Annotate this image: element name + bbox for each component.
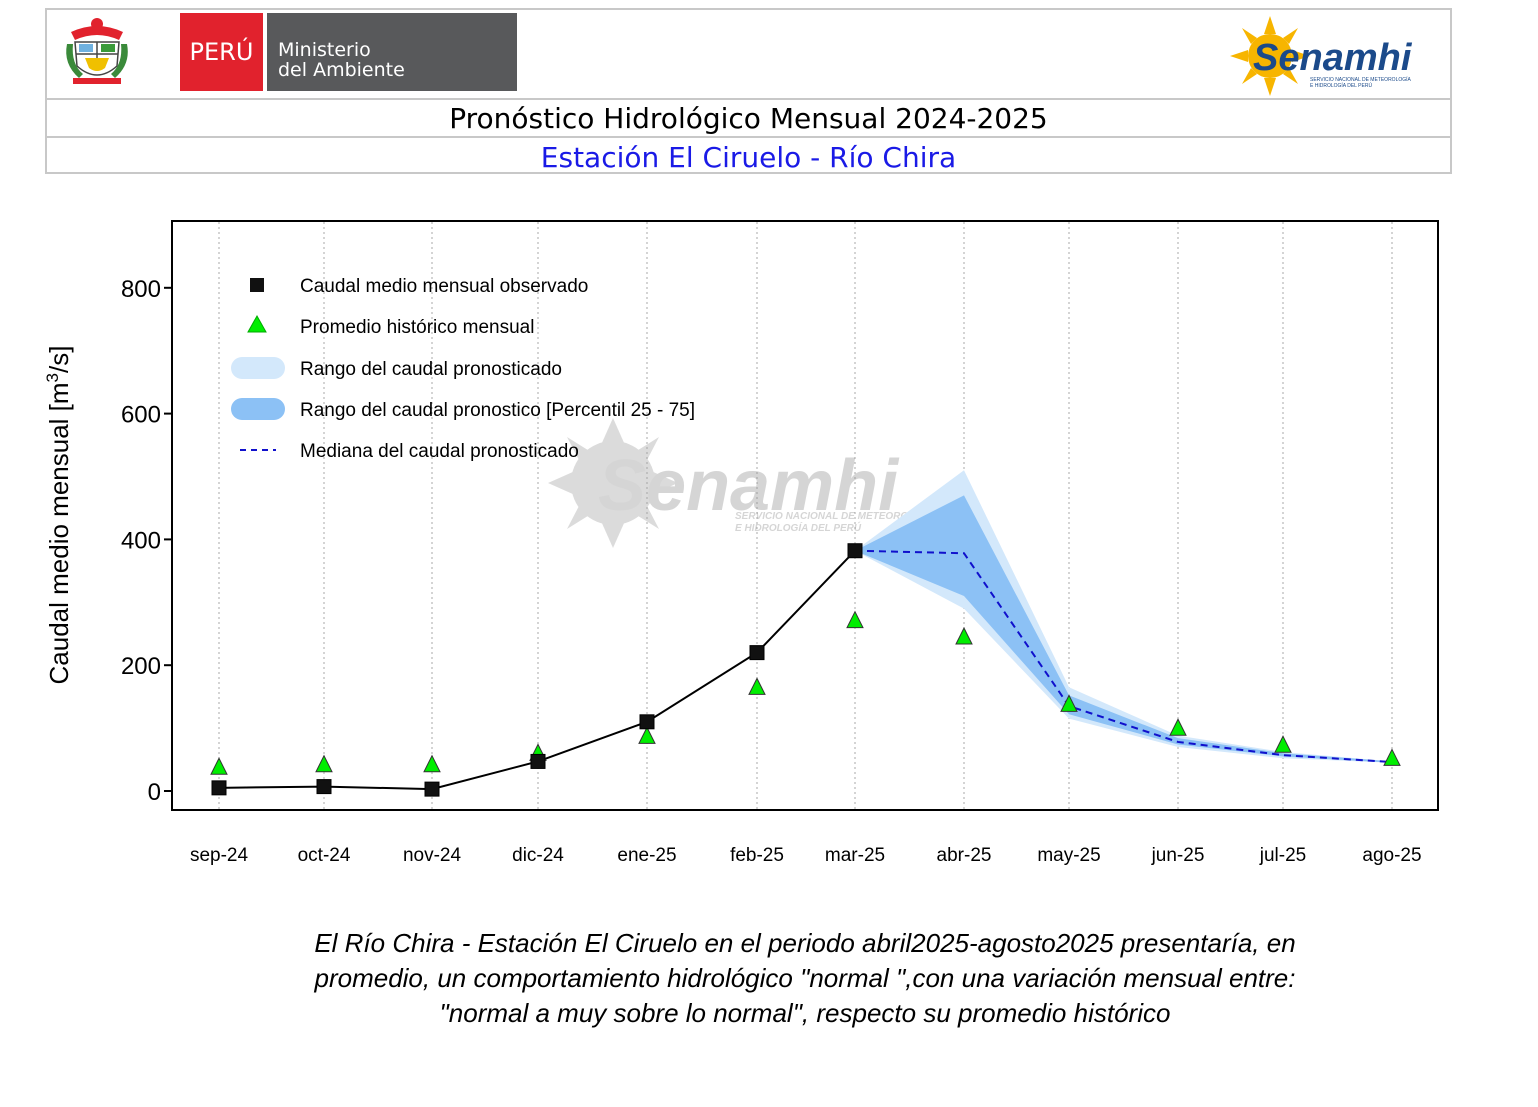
page-subtitle: Estación El Ciruelo - Río Chira xyxy=(540,141,957,174)
historical-point-oct-24 xyxy=(315,754,333,773)
y-axis-label-text: Caudal medio mensual [m xyxy=(44,382,74,684)
peru-label: PERÚ xyxy=(180,13,263,91)
y-tick-label-0: 0 xyxy=(148,779,161,806)
legend-historical-marker xyxy=(247,314,267,333)
historical-point-mar-25 xyxy=(846,610,864,629)
watermark-sun-icon xyxy=(548,418,678,548)
hydrograph-chart: Senamhi SERVICIO NACIONAL DE METEOROLOGÍ… xyxy=(43,220,1439,866)
observed-point-feb-25 xyxy=(749,645,765,661)
x-tick-label-ago-25: ago-25 xyxy=(1362,845,1421,866)
caption-line3: "normal a muy sobre lo normal", respecto… xyxy=(439,998,1171,1028)
header-divider-2 xyxy=(47,136,1450,138)
x-tick-label-ene-25: ene-25 xyxy=(617,845,676,866)
x-tick-label-nov-24: nov-24 xyxy=(403,845,462,866)
x-axis: sep-24 oct-24 nov-24 dic-24 ene-25 feb-25 mar-… xyxy=(190,845,1422,866)
legend-observed-marker xyxy=(250,278,264,292)
historical-point-jul-25 xyxy=(1274,735,1292,753)
y-tick-label-200: 200 xyxy=(121,653,161,680)
legend: Caudal medio mensual observado Promedio h… xyxy=(231,276,695,462)
historical-point-feb-25 xyxy=(748,677,766,695)
x-tick-label-jul-25: jul-25 xyxy=(1259,845,1306,866)
x-tick-label-mar-25: mar-25 xyxy=(825,845,885,866)
legend-label-2: Rango del caudal pronosticado xyxy=(300,359,562,380)
historical-point-jun-25 xyxy=(1169,718,1187,736)
y-tick-label-800: 800 xyxy=(121,276,161,303)
watermark-text: Senamhi xyxy=(598,446,900,526)
y-axis-label-superscript: 3 xyxy=(43,373,62,382)
legend-label-0: Caudal medio mensual observado xyxy=(300,276,588,297)
watermark-subtext2: E HIDROLOGÍA DEL PERÚ xyxy=(735,521,862,534)
historical-point-abr-25 xyxy=(955,626,973,645)
x-tick-label-sep-24: sep-24 xyxy=(190,845,249,866)
senamhi-logo-icon: Senamhi SERVICIO NACIONAL DE METEOROLOGÍ… xyxy=(1230,16,1413,96)
plot-frame xyxy=(171,220,1439,811)
x-tick-label-jun-25: jun-25 xyxy=(1151,845,1205,866)
y-tick-label-600: 600 xyxy=(121,402,161,429)
forecast-band-0 xyxy=(855,470,1392,763)
observed-point-mar-25 xyxy=(847,543,863,559)
y-axis: 0 200 400 600 800 xyxy=(121,276,172,806)
legend-label-4: Mediana del caudal pronosticado xyxy=(300,441,579,462)
x-tick-label-feb-25: feb-25 xyxy=(730,845,784,866)
x-tick-label-dic-24: dic-24 xyxy=(512,845,564,866)
page-title: Pronóstico Hidrológico Mensual 2024-2025 xyxy=(449,102,1048,135)
forecast-caption: El Río Chira - Estación El Ciruelo en el… xyxy=(180,926,1430,1031)
legend-percentile-swatch xyxy=(231,398,285,420)
observed-point-sep-24 xyxy=(211,780,227,796)
senamhi-logo-subtext2: E HIDROLOGÍA DEL PERÚ xyxy=(1310,82,1372,89)
peru-coat-of-arms-icon xyxy=(66,18,128,84)
caption-line1: El Río Chira - Estación El Ciruelo en el… xyxy=(314,928,1296,958)
senamhi-logo-text: Senamhi xyxy=(1253,37,1413,79)
historical-point-may-25 xyxy=(1060,694,1078,712)
header-box: PERÚ Ministerio del Ambiente Senamhi SER… xyxy=(45,8,1452,174)
x-tick-label-abr-25: abr-25 xyxy=(937,845,992,866)
observed-point-oct-24 xyxy=(316,779,332,795)
observed-point-nov-24 xyxy=(424,781,440,797)
header-divider-1 xyxy=(47,98,1450,100)
historical-point-sep-24 xyxy=(210,757,228,775)
y-tick-label-400: 400 xyxy=(121,527,161,554)
legend-label-1: Promedio histórico mensual xyxy=(300,317,534,338)
observed-point-dic-24 xyxy=(530,753,546,769)
senamhi-watermark: Senamhi SERVICIO NACIONAL DE METEOROLOGÍ… xyxy=(548,418,940,548)
ministry-line1: Ministerio xyxy=(278,39,371,61)
forecast-band-1 xyxy=(855,495,1392,763)
ministry-line2: del Ambiente xyxy=(278,59,405,81)
historical-point-ene-25 xyxy=(638,726,656,744)
senamhi-logo-subtext1: SERVICIO NACIONAL DE METEOROLOGÍA xyxy=(1310,76,1412,83)
median-forecast-line xyxy=(854,549,1393,764)
historical-point-ago-25 xyxy=(1383,748,1401,766)
watermark-subtext1: SERVICIO NACIONAL DE METEOROLOGÍA xyxy=(735,509,940,522)
y-axis-label: Caudal medio mensual [m3/s] xyxy=(43,346,74,685)
legend-range-swatch xyxy=(231,357,285,379)
observed-point-ene-25 xyxy=(639,714,655,730)
x-tick-label-oct-24: oct-24 xyxy=(298,845,351,866)
historical-point-nov-24 xyxy=(423,754,441,773)
ministry-label: Ministerio del Ambiente xyxy=(267,13,517,91)
y-axis-label-unit: /s] xyxy=(44,346,74,373)
x-tick-label-may-25: may-25 xyxy=(1037,845,1100,866)
caption-line2: promedio, un comportamiento hidrológico … xyxy=(314,963,1296,993)
legend-label-3: Rango del caudal pronostico [Percentil 2… xyxy=(300,400,695,421)
